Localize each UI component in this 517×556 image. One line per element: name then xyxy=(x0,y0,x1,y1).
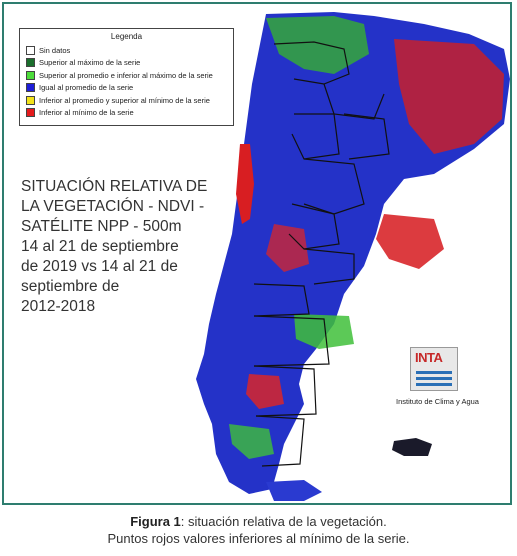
caption-line1: : situación relativa de la vegetación. xyxy=(180,514,387,529)
legend-label: Superior al máximo de la serie xyxy=(39,58,141,68)
logo-stripe xyxy=(416,371,452,374)
region-tierra-del-fuego xyxy=(266,480,322,501)
map-figure: Legenda Sin datos Superior al máximo de … xyxy=(2,2,512,505)
region-patagonia-green xyxy=(294,314,354,349)
legend-swatch xyxy=(26,95,35,105)
legend-label: Superior al promedio e inferior al máxim… xyxy=(39,70,213,80)
region-south-green xyxy=(229,424,274,459)
region-chile-red xyxy=(236,144,254,224)
region-lapampa-red xyxy=(266,224,309,272)
map-title-line: 2012-2018 xyxy=(21,298,96,315)
logo-stripe xyxy=(416,377,452,380)
map-title: SITUACIÓN RELATIVA DE LA VEGETACIÓN - ND… xyxy=(21,177,221,317)
legend-swatch xyxy=(26,58,35,68)
region-pampa-red xyxy=(376,214,444,269)
legend-item: Superior al máximo de la serie xyxy=(26,57,227,70)
ndvi-map xyxy=(196,12,510,501)
region-north-green xyxy=(266,16,369,74)
figure-caption: Figura 1: situación relativa de la veget… xyxy=(0,513,517,547)
legend-swatch xyxy=(26,45,35,55)
map-title-line: LA VEGETACIÓN - NDVI - xyxy=(21,198,205,215)
province-boundaries xyxy=(253,41,390,467)
legend-label: Igual al promedio de la serie xyxy=(39,83,134,93)
legend-label: Inferior al mínimo de la serie xyxy=(39,108,134,118)
caption-line2: Puntos rojos valores inferiores al mínim… xyxy=(107,531,410,546)
map-title-line: 14 al 21 de septiembre xyxy=(21,238,179,255)
map-title-line: SITUACIÓN RELATIVA DE xyxy=(21,178,208,195)
caption-label: Figura 1 xyxy=(130,514,181,529)
legend-swatch xyxy=(26,70,35,80)
legend-swatch xyxy=(26,108,35,118)
legend-item: Igual al promedio de la serie xyxy=(26,82,227,95)
institute-label: Instituto de Clima y Agua xyxy=(396,397,479,406)
legend-label: Sin datos xyxy=(39,45,71,55)
legend-label: Inferior al promedio y superior al mínim… xyxy=(39,95,210,105)
legend-swatch xyxy=(26,83,35,93)
legend-item: Inferior al mínimo de la serie xyxy=(26,107,227,120)
legend-item: Superior al promedio e inferior al máxim… xyxy=(26,69,227,82)
region-patagonia-red xyxy=(246,374,284,409)
legend-box: Legenda Sin datos Superior al máximo de … xyxy=(19,28,234,126)
legend-item: Sin datos xyxy=(26,44,227,57)
inta-logo: INTA xyxy=(410,347,458,391)
legend-item: Inferior al promedio y superior al mínim… xyxy=(26,94,227,107)
malvinas-islands xyxy=(392,438,432,456)
map-title-line: septiembre de xyxy=(21,278,120,295)
map-title-line: SATÉLITE NPP - 500m xyxy=(21,218,182,235)
legend-title: Legenda xyxy=(110,32,143,41)
region-northeast-red xyxy=(394,39,504,154)
inta-logo-text: INTA xyxy=(415,350,443,365)
logo-stripe xyxy=(416,383,452,386)
map-title-line: de 2019 vs 14 al 21 de xyxy=(21,258,178,275)
